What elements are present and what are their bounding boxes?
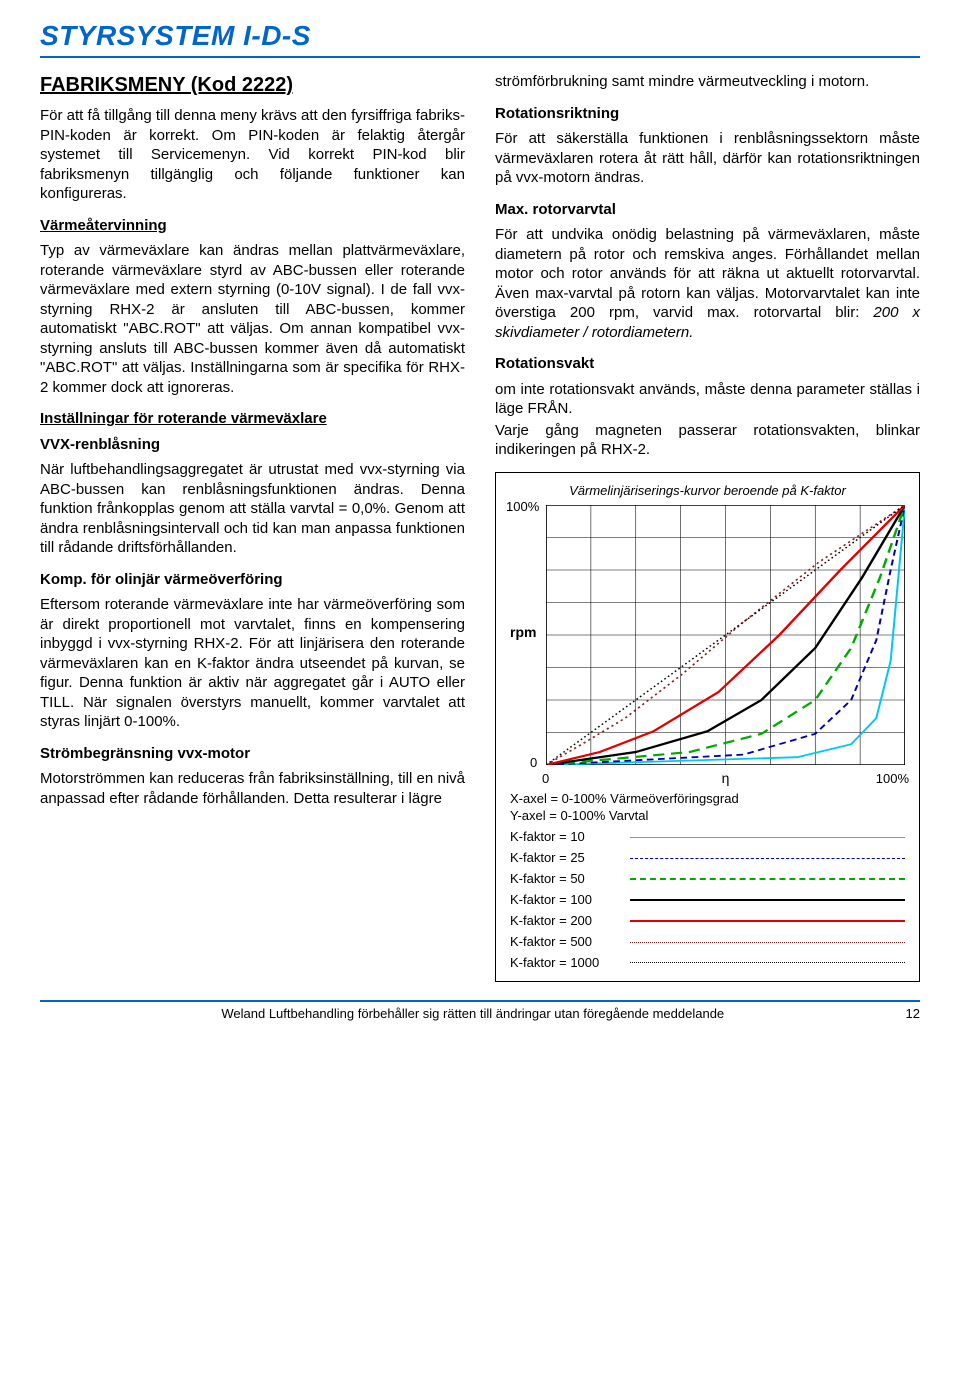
para-vvx: När luftbehandlingsaggregatet är utrusta… (40, 460, 465, 558)
legend-row: K-faktor = 500 (510, 934, 905, 951)
chart-title: Värmelinjäriserings-kurvor beroende på K… (510, 483, 905, 500)
heading-strombegransning: Strömbegränsning vvx-motor (40, 744, 465, 764)
footer-text: Weland Luftbehandling förbehåller sig rä… (40, 1006, 920, 1021)
y-axis-bottom-label: 0 (530, 755, 537, 772)
legend-label: K-faktor = 200 (510, 913, 620, 930)
page-number: 12 (906, 1006, 920, 1021)
chart-box: Värmelinjäriserings-kurvor beroende på K… (495, 472, 920, 983)
para-strom: Motorströmmen kan reduceras från fabriks… (40, 769, 465, 808)
legend-row: K-faktor = 10 (510, 829, 905, 846)
page-title: STYRSYSTEM I-D-S (40, 20, 920, 52)
para-rotvakt1: om inte rotationsvakt används, måste den… (495, 380, 920, 419)
legend-line (630, 878, 905, 880)
header-divider (40, 56, 920, 58)
legend-line (630, 899, 905, 901)
heading-rotationsriktning: Rotationsriktning (495, 104, 920, 124)
right-column: strömförbrukning samt mindre värmeutveck… (495, 72, 920, 982)
para-cont: strömförbrukning samt mindre värmeutveck… (495, 72, 920, 92)
legend-row: K-faktor = 50 (510, 871, 905, 888)
legend-row: K-faktor = 200 (510, 913, 905, 930)
legend-line (630, 837, 905, 838)
x-axis-right-label: 100% (876, 771, 909, 788)
heading-varmeatervinning: Värmeåtervinning (40, 216, 465, 236)
x-axis-info: X-axel = 0-100% Värmeöverföringsgrad (510, 791, 905, 808)
heading-komp: Komp. för olinjär värmeöverföring (40, 570, 465, 590)
legend-line (630, 920, 905, 922)
heading-rotationsvakt: Rotationsvakt (495, 354, 920, 374)
legend-row: K-faktor = 1000 (510, 955, 905, 972)
y-axis-info: Y-axel = 0-100% Varvtal (510, 808, 905, 825)
x-axis-label: η (722, 769, 730, 787)
heading-installningar: Inställningar för roterande värmeväxlare (40, 409, 465, 429)
para-maxrotor: För att undvika onödig belastning på vär… (495, 225, 920, 342)
legend-label: K-faktor = 50 (510, 871, 620, 888)
legend-line (630, 962, 905, 963)
legend-label: K-faktor = 500 (510, 934, 620, 951)
y-axis-top-label: 100% (506, 499, 539, 516)
footer-divider (40, 1000, 920, 1002)
legend-row: K-faktor = 25 (510, 850, 905, 867)
legend-row: K-faktor = 100 (510, 892, 905, 909)
left-column: FABRIKSMENY (Kod 2222) För att få tillgå… (40, 72, 465, 982)
chart-legend: K-faktor = 10 K-faktor = 25 K-faktor = 50 K… (510, 829, 905, 971)
chart-svg (546, 505, 905, 765)
heading-max-rotorvarvtal: Max. rotorvarvtal (495, 200, 920, 220)
footer: 12 Weland Luftbehandling förbehåller sig… (40, 1006, 920, 1021)
x-axis-left-label: 0 (542, 771, 549, 788)
legend-label: K-faktor = 25 (510, 850, 620, 867)
para-rotvakt2: Varje gång magneten passerar rotationsva… (495, 421, 920, 460)
legend-label: K-faktor = 1000 (510, 955, 620, 972)
para-intro: För att få tillgång till denna meny kräv… (40, 106, 465, 204)
legend-label: K-faktor = 10 (510, 829, 620, 846)
legend-line (630, 942, 905, 943)
para-varme: Typ av värmeväxlare kan ändras mellan pl… (40, 241, 465, 397)
content-columns: FABRIKSMENY (Kod 2222) För att få tillgå… (40, 72, 920, 982)
heading-vvx-renblasning: VVX-renblåsning (40, 435, 465, 455)
legend-line (630, 858, 905, 859)
y-axis-label: rpm (510, 623, 536, 641)
para-komp: Eftersom roterande värmeväxlare inte har… (40, 595, 465, 732)
axis-info: X-axel = 0-100% Värmeöverföringsgrad Y-a… (510, 791, 905, 971)
page: STYRSYSTEM I-D-S FABRIKSMENY (Kod 2222) … (0, 0, 960, 1031)
section-title-fabriksmeny: FABRIKSMENY (Kod 2222) (40, 72, 465, 98)
para-rotriktning: För att säkerställa funktionen i renblås… (495, 129, 920, 188)
chart-area: 100% rpm 0 0 η 100% (546, 505, 905, 765)
legend-label: K-faktor = 100 (510, 892, 620, 909)
